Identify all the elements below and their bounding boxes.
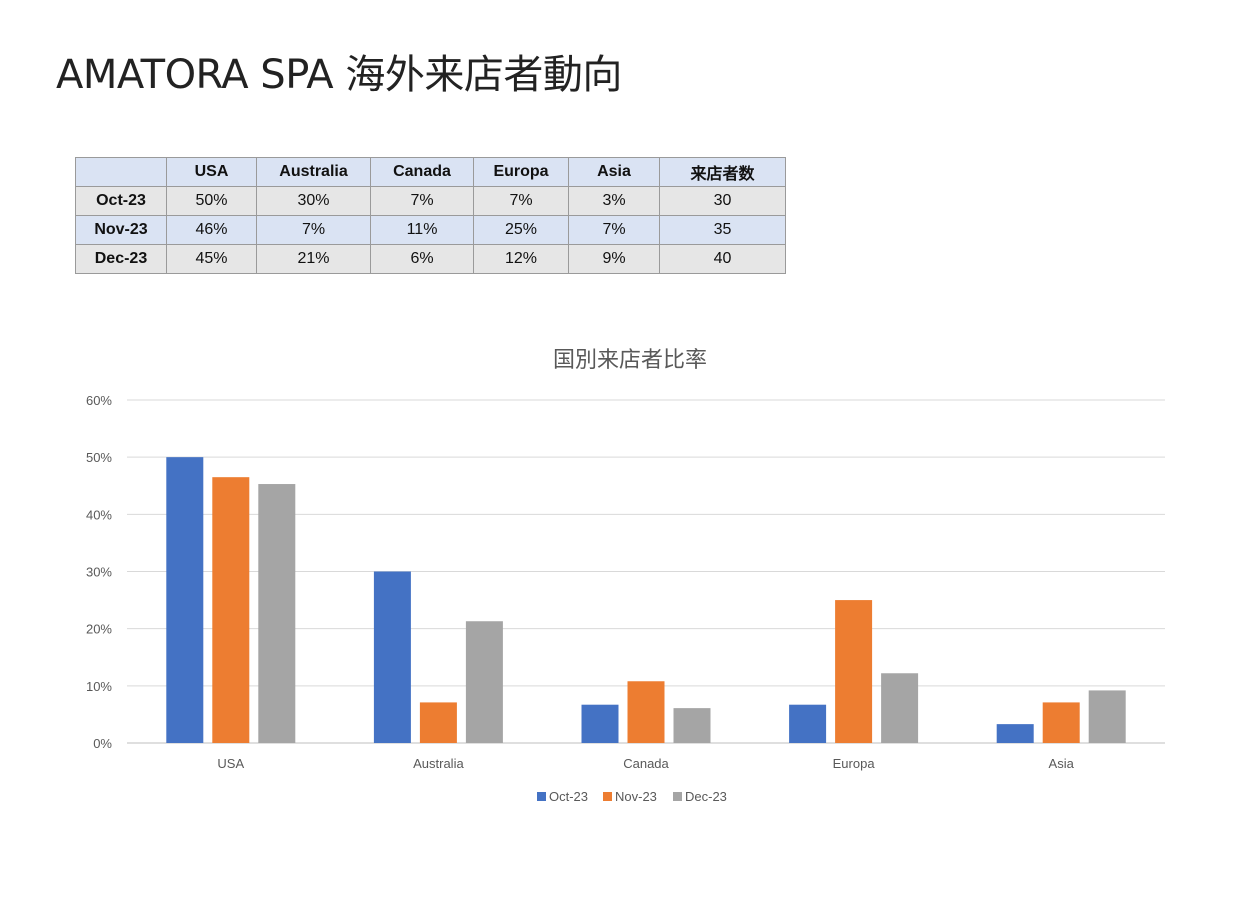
legend-swatch-oct-23 [537,792,546,801]
legend-label: Oct-23 [549,789,588,804]
table-cell: 21% [256,244,371,274]
bar-oct-23-usa [166,457,204,743]
x-tick-label: Asia [1049,756,1075,771]
bar-dec-23-asia [1088,690,1126,743]
header-cell-corner [75,157,167,187]
legend-swatch-dec-23 [673,792,682,801]
table-cell: 6% [370,244,474,274]
table-cell: 30% [256,186,371,216]
y-tick-label: 50% [86,450,112,465]
data-table: USA Australia Canada Europa Asia 来店者数 Oc… [75,157,786,274]
table-cell: 7% [370,186,474,216]
header-cell-europa: Europa [473,157,569,187]
table-header-row: USA Australia Canada Europa Asia 来店者数 [75,157,786,187]
bar-nov-23-usa [212,477,250,743]
legend-label: Dec-23 [685,789,727,804]
table-cell: 7% [473,186,569,216]
table-cell: 50% [166,186,257,216]
table-row: Oct-23 50% 30% 7% 7% 3% 30 [75,186,786,216]
y-tick-label: 0% [93,736,112,751]
row-label: Oct-23 [75,186,167,216]
bar-dec-23-europa [881,673,919,743]
x-tick-label: Canada [623,756,669,771]
bar-oct-23-asia [996,724,1034,743]
chart-title: 国別来店者比率 [553,348,707,373]
y-tick-label: 10% [86,679,112,694]
table-cell: 7% [568,215,660,245]
bar-dec-23-usa [258,484,296,743]
table-cell: 25% [473,215,569,245]
table-cell: 11% [370,215,474,245]
chart-legend: Oct-23 Nov-23 Dec-23 [537,789,727,804]
bar-chart: 国別来店者比率 0% 10% 20% 30% 40% 50% 60% USA Australi… [86,348,1165,804]
x-tick-label: USA [217,756,244,771]
header-cell-australia: Australia [256,157,371,187]
bar-nov-23-europa [835,600,873,743]
x-tick-label: Australia [413,756,464,771]
legend-swatch-nov-23 [603,792,612,801]
table-cell: 46% [166,215,257,245]
bar-dec-23-canada [673,708,711,743]
y-tick-label: 20% [86,622,112,637]
row-label: Nov-23 [75,215,167,245]
legend-label: Nov-23 [615,789,657,804]
chart-gridlines [127,399,1165,744]
bar-dec-23-australia [465,621,503,743]
table-cell: 40 [659,244,786,274]
y-tick-label: 30% [86,565,112,580]
table-cell: 45% [166,244,257,274]
table-cell: 9% [568,244,660,274]
table-cell: 35 [659,215,786,245]
x-axis-ticks: USA Australia Canada Europa Asia [217,756,1074,771]
bar-oct-23-australia [373,571,411,743]
header-cell-usa: USA [166,157,257,187]
header-cell-asia: Asia [568,157,660,187]
bar-nov-23-australia [419,702,457,743]
header-cell-visitors: 来店者数 [659,157,786,187]
y-axis-ticks: 0% 10% 20% 30% 40% 50% 60% [86,393,112,751]
x-tick-label: Europa [833,756,876,771]
table-cell: 3% [568,186,660,216]
bar-oct-23-canada [581,704,619,743]
bar-oct-23-europa [789,704,827,743]
table-row: Nov-23 46% 7% 11% 25% 7% 35 [75,215,786,245]
page-title: AMATORA SPA 海外来店者動向 [56,52,622,98]
table-row: Dec-23 45% 21% 6% 12% 9% 40 [75,244,786,274]
chart-bars [166,457,1126,743]
header-cell-canada: Canada [370,157,474,187]
table-cell: 12% [473,244,569,274]
bar-nov-23-canada [627,681,665,743]
row-label: Dec-23 [75,244,167,274]
y-tick-label: 40% [86,507,112,522]
y-tick-label: 60% [86,393,112,408]
bar-nov-23-asia [1042,702,1080,743]
table-cell: 30 [659,186,786,216]
table-cell: 7% [256,215,371,245]
